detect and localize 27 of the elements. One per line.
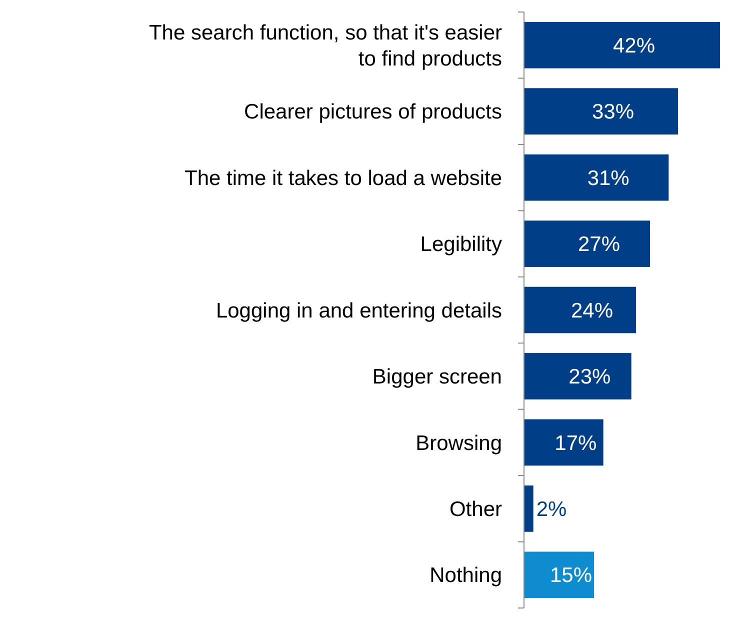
y-tick-label: The time it takes to load a website	[184, 166, 502, 190]
y-tick-label: The search function, so that it's easier to find products	[148, 21, 502, 70]
bar	[524, 220, 650, 267]
y-tick-label: Browsing	[416, 432, 502, 455]
data-label: 2%	[536, 498, 567, 522]
data-label: 27%	[578, 233, 620, 256]
data-label: 15%	[550, 564, 592, 588]
bar	[524, 353, 632, 400]
data-label: 42%	[612, 34, 656, 58]
y-tick-label: Legibility	[420, 233, 502, 256]
bar	[524, 485, 534, 532]
bar	[524, 419, 604, 466]
bar	[524, 154, 669, 201]
data-label: 24%	[570, 299, 614, 322]
y-tick-label: Other	[449, 498, 502, 522]
y-tick-label: Logging in and entering details	[216, 299, 502, 322]
data-label: 17%	[554, 432, 597, 455]
data-label: 23%	[568, 366, 611, 389]
bar	[524, 552, 594, 598]
y-tick-label: Bigger screen	[372, 366, 502, 389]
y-tick-label: Nothing	[430, 564, 502, 588]
bar	[524, 286, 636, 334]
bar	[524, 88, 678, 135]
data-label: 31%	[587, 166, 630, 190]
bar	[524, 22, 720, 68]
data-label: 33%	[592, 100, 634, 124]
y-tick-label: Clearer pictures of products	[244, 100, 502, 124]
